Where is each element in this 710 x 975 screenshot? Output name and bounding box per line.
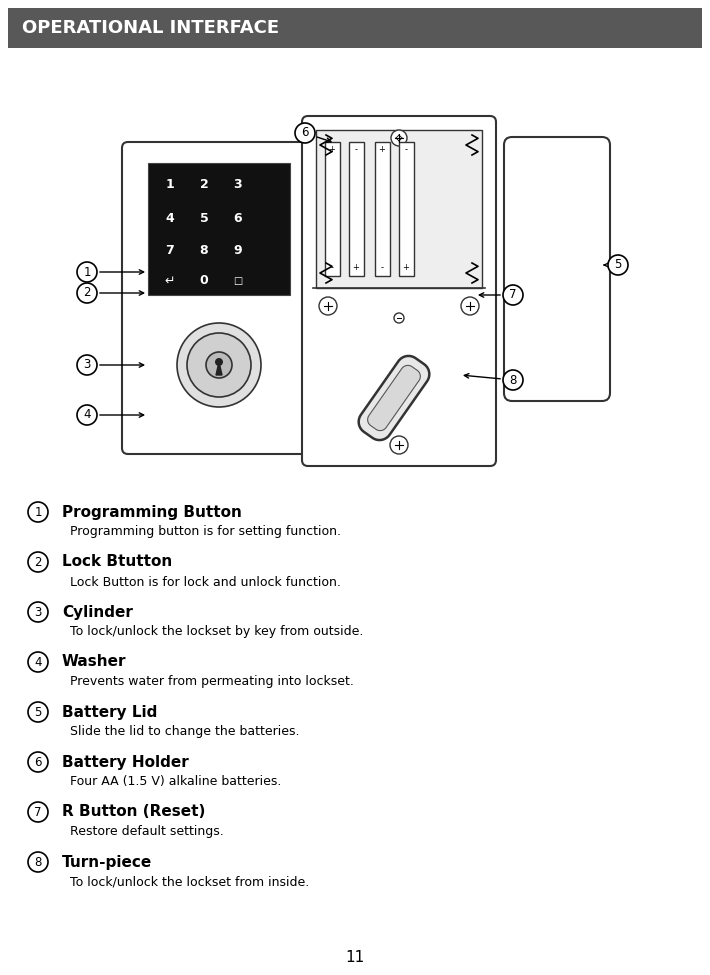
Text: 3: 3 (234, 178, 242, 191)
Text: 1: 1 (165, 178, 175, 191)
Text: To lock/unlock the lockset from inside.: To lock/unlock the lockset from inside. (70, 876, 310, 888)
Text: Cylinder: Cylinder (62, 604, 133, 619)
Text: 4: 4 (34, 655, 42, 669)
Text: 7: 7 (34, 805, 42, 818)
Circle shape (28, 752, 48, 772)
Text: -: - (405, 145, 408, 154)
Text: 8: 8 (509, 373, 517, 386)
Text: 6: 6 (301, 127, 309, 139)
Text: Slide the lid to change the batteries.: Slide the lid to change the batteries. (70, 725, 300, 738)
Text: 4: 4 (83, 409, 91, 421)
Text: Programming button is for setting function.: Programming button is for setting functi… (70, 526, 341, 538)
Text: To lock/unlock the lockset by key from outside.: To lock/unlock the lockset by key from o… (70, 626, 364, 639)
Circle shape (394, 313, 404, 323)
Circle shape (503, 370, 523, 390)
Circle shape (28, 552, 48, 572)
Bar (316, 130, 482, 288)
Text: R Button (Reset): R Button (Reset) (62, 804, 205, 820)
Ellipse shape (177, 323, 261, 407)
Circle shape (77, 355, 97, 375)
Text: 1: 1 (83, 265, 91, 279)
Text: 7: 7 (509, 289, 517, 301)
Text: 3: 3 (83, 359, 91, 371)
Circle shape (319, 297, 337, 315)
Text: 2: 2 (34, 556, 42, 568)
FancyBboxPatch shape (302, 116, 496, 466)
Text: 9: 9 (234, 245, 242, 257)
Text: 6: 6 (34, 756, 42, 768)
Circle shape (215, 358, 223, 366)
Ellipse shape (187, 333, 251, 397)
Polygon shape (359, 356, 430, 440)
Circle shape (295, 123, 315, 143)
Circle shape (28, 852, 48, 872)
Text: Washer: Washer (62, 654, 126, 670)
Text: Prevents water from permeating into lockset.: Prevents water from permeating into lock… (70, 676, 354, 688)
Text: +: + (403, 263, 410, 272)
Text: OPERATIONAL INTERFACE: OPERATIONAL INTERFACE (22, 19, 279, 37)
Ellipse shape (206, 352, 232, 378)
Circle shape (28, 502, 48, 522)
Text: Battery Lid: Battery Lid (62, 705, 158, 720)
Polygon shape (368, 366, 420, 431)
Bar (349, 142, 364, 276)
Text: Programming Button: Programming Button (62, 504, 242, 520)
Text: -: - (381, 263, 383, 272)
Bar (375, 142, 390, 276)
Bar (399, 142, 414, 276)
Circle shape (461, 297, 479, 315)
Text: 8: 8 (34, 855, 42, 869)
Text: 1: 1 (34, 505, 42, 519)
Circle shape (77, 283, 97, 303)
Text: +: + (353, 263, 359, 272)
Text: 7: 7 (165, 245, 175, 257)
Text: 4: 4 (165, 212, 175, 224)
Text: 11: 11 (345, 951, 365, 965)
Circle shape (77, 262, 97, 282)
Circle shape (390, 436, 408, 454)
Text: 8: 8 (200, 245, 208, 257)
Text: 3: 3 (34, 605, 42, 618)
Text: Four AA (1.5 V) alkaline batteries.: Four AA (1.5 V) alkaline batteries. (70, 775, 281, 789)
Text: 2: 2 (200, 178, 208, 191)
Text: +: + (329, 145, 335, 154)
Bar (8, 8, 702, 48)
Text: -: - (330, 263, 334, 272)
Circle shape (391, 130, 407, 146)
Bar (325, 142, 340, 276)
Circle shape (503, 285, 523, 305)
Text: Lock Button is for lock and unlock function.: Lock Button is for lock and unlock funct… (70, 575, 341, 589)
Text: 5: 5 (200, 212, 208, 224)
Bar (148, 163, 290, 295)
Text: 5: 5 (34, 706, 42, 719)
Circle shape (608, 255, 628, 275)
Text: □: □ (234, 276, 243, 286)
Text: Battery Holder: Battery Holder (62, 755, 189, 769)
Circle shape (28, 802, 48, 822)
Text: 6: 6 (234, 212, 242, 224)
Text: Restore default settings.: Restore default settings. (70, 826, 224, 838)
Text: Turn-piece: Turn-piece (62, 854, 152, 870)
Text: Lock Btutton: Lock Btutton (62, 555, 173, 569)
Text: -: - (354, 145, 358, 154)
Circle shape (28, 602, 48, 622)
Text: ↵: ↵ (165, 275, 175, 288)
FancyBboxPatch shape (122, 142, 316, 454)
Circle shape (28, 652, 48, 672)
Circle shape (28, 702, 48, 722)
Text: 2: 2 (83, 287, 91, 299)
Text: 5: 5 (614, 258, 622, 271)
Circle shape (77, 405, 97, 425)
Text: +: + (378, 145, 386, 154)
Polygon shape (216, 362, 222, 375)
FancyBboxPatch shape (504, 137, 610, 401)
Text: 0: 0 (200, 275, 208, 288)
